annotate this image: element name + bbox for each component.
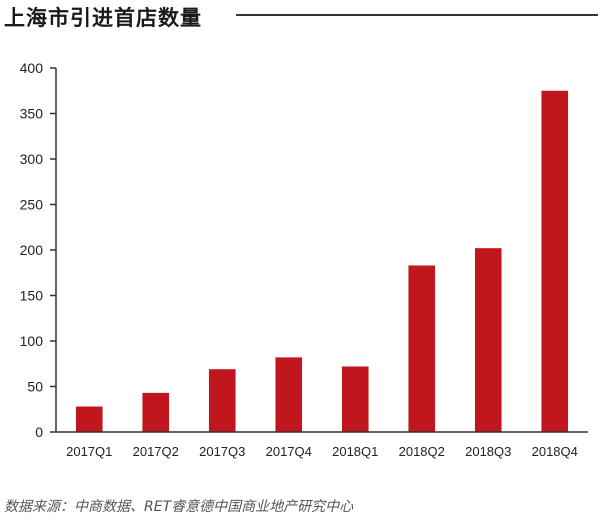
bar-2018Q4 xyxy=(541,90,569,432)
x-axis: 2017Q1 2017Q2 2017Q3 2017Q4 2018Q1 2018Q2 2018… xyxy=(56,431,588,459)
bar-2017Q3 xyxy=(208,369,236,432)
y-axis: 0 50 100 150 200 250 300 350 400 xyxy=(20,60,57,440)
y-tick-label: 0 xyxy=(35,424,43,440)
y-tick-label: 400 xyxy=(20,60,44,76)
y-tick-label: 200 xyxy=(20,242,44,258)
source-note: 数据来源：中商数据、RET睿意德中国商业地产研究中心 xyxy=(4,499,354,515)
y-tick-label: 150 xyxy=(20,288,44,304)
bar-2017Q2 xyxy=(142,392,170,432)
y-tick-label: 250 xyxy=(20,197,44,213)
bar-2018Q2 xyxy=(408,265,436,432)
bars xyxy=(75,90,569,432)
y-tick-label: 100 xyxy=(20,333,44,349)
bar-2017Q4 xyxy=(275,357,303,432)
y-tick-label: 300 xyxy=(20,151,44,167)
bar-2018Q3 xyxy=(474,248,502,432)
x-tick-label: 2018Q1 xyxy=(332,444,378,459)
y-tick-label: 50 xyxy=(27,379,43,395)
title-rule xyxy=(236,14,598,16)
x-tick-label: 2017Q1 xyxy=(66,444,112,459)
x-tick-label: 2018Q3 xyxy=(465,444,511,459)
bar-2018Q1 xyxy=(341,366,369,432)
x-tick-label: 2018Q4 xyxy=(532,444,578,459)
chart-title: 上海市引进首店数量 xyxy=(4,6,202,30)
x-tick-label: 2017Q4 xyxy=(266,444,312,459)
x-tick-label: 2018Q2 xyxy=(399,444,445,459)
bar-2017Q1 xyxy=(75,406,103,432)
x-tick-label: 2017Q2 xyxy=(133,444,179,459)
x-tick-label: 2017Q3 xyxy=(199,444,245,459)
y-tick-label: 350 xyxy=(20,106,44,122)
